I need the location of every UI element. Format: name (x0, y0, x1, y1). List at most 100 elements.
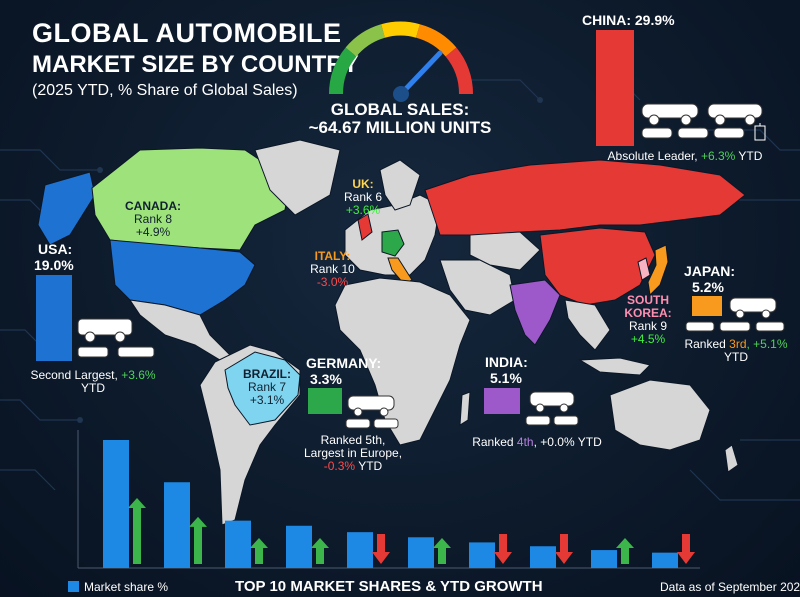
growth-up-arrow-icon-india (311, 538, 329, 564)
africa-shape (334, 277, 471, 446)
china-share: 29.9% (634, 12, 675, 28)
russia-shape (424, 159, 746, 236)
se-asia-shape (564, 299, 611, 351)
uk-shape (357, 213, 373, 241)
japan-shape (647, 244, 669, 297)
china-note-text: Absolute Leader, (607, 149, 701, 163)
usa-share: 19.0% (34, 257, 74, 273)
germany-growth: -0.3% (323, 459, 356, 473)
global-sales-label: GLOBAL SALES: (330, 100, 470, 119)
germany-note-1: Ranked 5th, (320, 433, 386, 447)
bar-japan (225, 520, 251, 568)
canada-label: CANADA: Rank 8 +4.9% (118, 200, 188, 239)
india-share: 5.1% (490, 370, 522, 386)
canada-rank: Rank 8 (133, 212, 173, 226)
alaska-shape (37, 171, 96, 246)
japan-share-bar (692, 296, 722, 316)
india-growth: , +0.0% (533, 435, 575, 449)
canada-name: CANADA: (125, 199, 181, 213)
south-korea-name-2: KOREA: (624, 306, 672, 320)
china-name: CHINA: (582, 12, 631, 28)
india-note-text: Ranked (472, 435, 517, 449)
china-share-bar (596, 30, 634, 146)
brazil-rank: Rank 7 (247, 380, 287, 394)
japan-note: Ranked 3rd, +5.1% YTD (672, 338, 800, 364)
italy-growth: -3.0% (316, 275, 349, 289)
brazil-name: BRAZIL: (243, 367, 291, 381)
germany-share: 3.3% (310, 371, 342, 387)
title-line-2: MARKET SIZE BY COUNTRY (32, 51, 359, 78)
germany-name: GERMANY: (306, 355, 382, 371)
growth-down-arrow-icon-canada (555, 534, 573, 564)
bar-china (103, 440, 129, 568)
china-growth: +6.3% (700, 149, 736, 163)
germany-shape (381, 229, 405, 257)
usa-shape (109, 239, 256, 316)
usa-share-bar (36, 275, 72, 361)
china-title: CHINA: 29.9% (582, 12, 675, 28)
chart-legend: Market share % (68, 580, 168, 594)
car-icons-germany (345, 395, 399, 429)
global-sales-value: ~64.67 MILLION UNITS (308, 118, 492, 137)
legend-label: Market share % (84, 580, 169, 594)
south-korea-name-1: SOUTH (627, 293, 669, 307)
italy-name: ITALY: (314, 249, 351, 263)
south-korea-growth: +4.5% (630, 332, 666, 346)
growth-up-arrow-icon-uk (433, 538, 451, 564)
as-of-date: Data as of September 2025 (660, 580, 800, 594)
india-share-bar (484, 388, 520, 414)
usa-name: USA: (38, 241, 73, 257)
uk-label: UK: Rank 6 +3.6% (338, 178, 388, 217)
india-rank: 4th (516, 435, 534, 449)
madagascar-shape (459, 391, 471, 426)
japan-share: 5.2% (692, 279, 724, 295)
new-zealand-shape (724, 444, 739, 473)
italy-label: ITALY: Rank 10 -3.0% (305, 250, 360, 289)
germany-note: Ranked 5th, Largest in Europe, -0.3% YTD (298, 434, 408, 473)
usa-ytd: YTD (81, 381, 105, 395)
subtitle: (2025 YTD, % Share of Global Sales) (32, 82, 298, 99)
japan-growth: , +5.1% (746, 337, 788, 351)
uk-growth: +3.6% (345, 203, 381, 217)
chart-title: TOP 10 MARKET SHARES & YTD GROWTH (235, 578, 543, 595)
car-icons-india (525, 391, 579, 426)
canada-growth: +4.9% (135, 225, 171, 239)
bar-usa (164, 482, 190, 568)
china-ytd: YTD (735, 149, 763, 163)
india-ytd: YTD (574, 435, 602, 449)
china-note: Absolute Leader, +6.3% YTD (600, 150, 770, 163)
uk-rank: Rank 6 (343, 190, 383, 204)
title-line-1: GLOBAL AUTOMOBILE (32, 18, 342, 48)
brazil-label: BRAZIL: Rank 7 +3.1% (240, 368, 294, 407)
greenland-shape (254, 139, 341, 216)
germany-share-bar (308, 388, 342, 414)
growth-up-arrow-icon-usa (189, 516, 207, 564)
growth-up-arrow-icon-japan (250, 537, 268, 564)
india-shape (509, 279, 561, 346)
india-name: INDIA: (485, 354, 528, 370)
growth-down-arrow-icon-italy (677, 534, 695, 564)
growth-down-arrow-icon-brazil (494, 534, 512, 564)
car-icons-usa (77, 318, 155, 358)
car-icons-china (641, 103, 766, 141)
brazil-shape (224, 351, 301, 426)
germany-ytd: YTD (355, 459, 383, 473)
italy-rank: Rank 10 (310, 262, 355, 276)
uk-name: UK: (352, 177, 374, 191)
growth-up-arrow-icon-south-korea (616, 538, 634, 564)
south-korea-rank: Rank 9 (628, 319, 668, 333)
speedometer-gauge-icon (328, 21, 474, 102)
growth-down-arrow-icon-germany (372, 534, 390, 564)
usa-note-text: Second Largest, (30, 368, 122, 382)
germany-note-2: Largest in Europe, (303, 446, 403, 460)
brazil-growth: +3.1% (249, 393, 285, 407)
car-icons-japan (685, 297, 785, 332)
growth-up-arrow-icon-china (128, 498, 146, 564)
scandinavia-shape (379, 159, 421, 211)
japan-note-text: Ranked (684, 337, 730, 351)
bar-uk (408, 537, 434, 568)
korea-shape (637, 257, 651, 281)
bar-italy (652, 552, 678, 568)
bar-canada (530, 546, 556, 568)
